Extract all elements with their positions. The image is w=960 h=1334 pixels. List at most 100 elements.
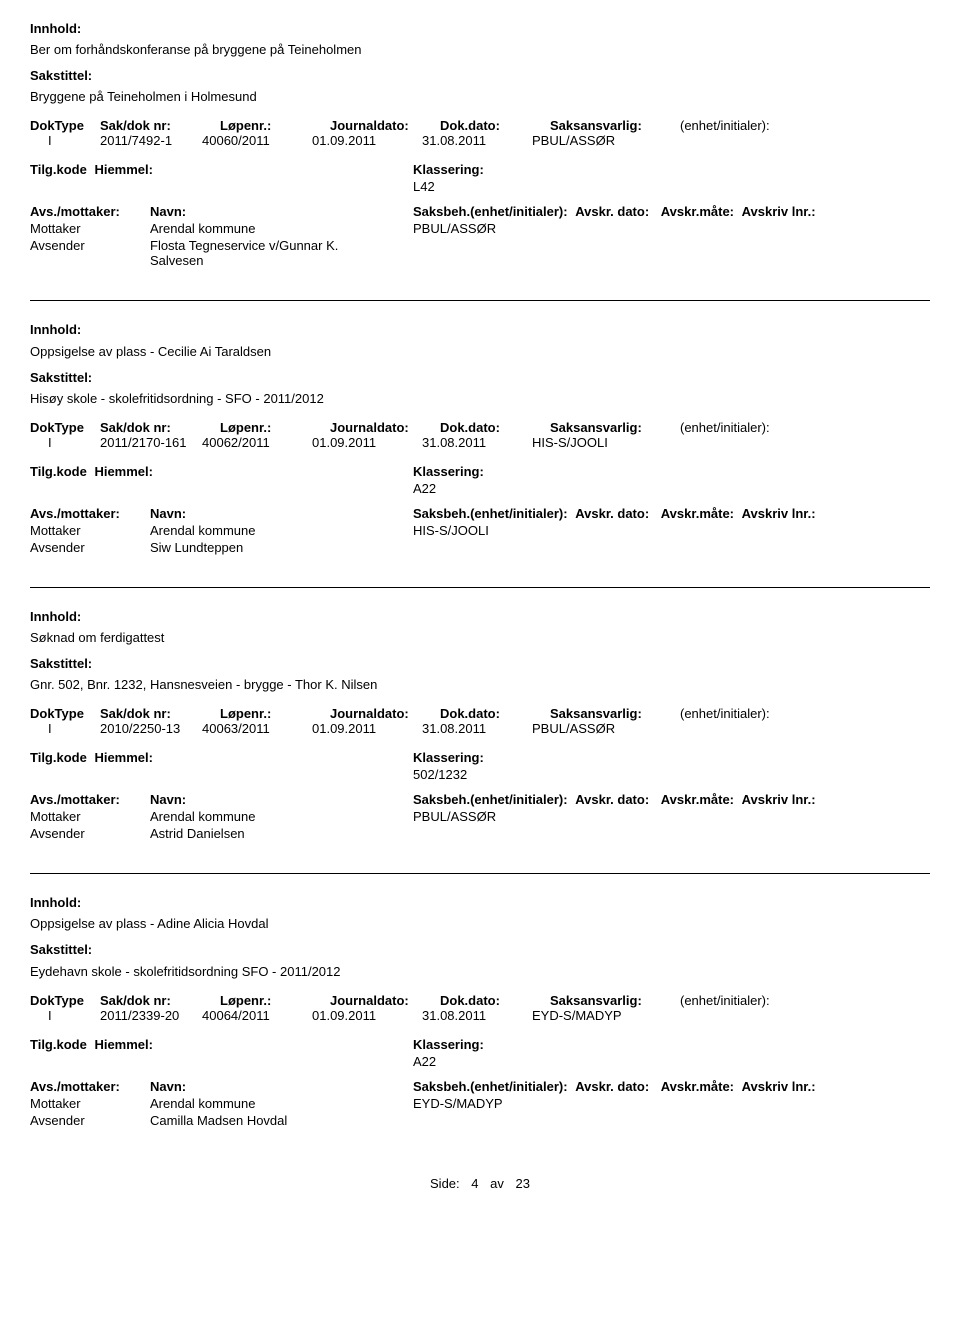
innhold-label: Innhold:	[30, 321, 930, 339]
page-current: 4	[471, 1176, 478, 1191]
tilg-row: Tilg.kode Hiemmel: Klassering: A22	[30, 1037, 930, 1069]
doktype-label: DokType	[30, 706, 100, 721]
avs-header: Avs./mottaker: Navn: Saksbeh.(enhet/init…	[30, 506, 930, 521]
saksansvarlig-value: EYD-S/MADYP	[532, 1008, 662, 1023]
navn-label: Navn:	[150, 1079, 413, 1094]
page-footer: Side: 4 av 23	[30, 1176, 930, 1191]
avsender-row: Avsender Camilla Madsen Hovdal	[30, 1113, 930, 1128]
avsender-label: Avsender	[30, 238, 150, 268]
klassering-label: Klassering:	[413, 750, 484, 765]
journaldato-label: Journaldato:	[330, 420, 440, 435]
avsender-row: Avsender Astrid Danielsen	[30, 826, 930, 841]
sakstittel-label: Sakstittel:	[30, 941, 930, 959]
saksbeh-label: Saksbeh.(enhet/initialer):	[413, 506, 568, 521]
avsender-name: Flosta Tegneservice v/Gunnar K. Salvesen	[150, 238, 380, 268]
mottaker-name: Arendal kommune	[150, 809, 413, 824]
saksansvarlig-label: Saksansvarlig:	[550, 118, 680, 133]
mottaker-label: Mottaker	[30, 221, 150, 236]
saksbeh-value: HIS-S/JOOLI	[413, 523, 489, 538]
doktype-value: I	[30, 721, 100, 736]
hjemmel-label: Hiemmel:	[94, 1037, 153, 1052]
dokdato-value: 31.08.2011	[422, 1008, 532, 1023]
tilg-row: Tilg.kode Hiemmel: Klassering: 502/1232	[30, 750, 930, 782]
avskrdato-label: Avskr. dato:	[575, 792, 649, 807]
doktype-value: I	[30, 435, 100, 450]
mottaker-label: Mottaker	[30, 523, 150, 538]
sakdoknr-value: 2011/7492-1	[100, 133, 202, 148]
meta-values: I 2011/2339-20 40064/2011 01.09.2011 31.…	[30, 1008, 930, 1023]
meta-values: I 2010/2250-13 40063/2011 01.09.2011 31.…	[30, 721, 930, 736]
lopenr-label: Løpenr.:	[220, 420, 330, 435]
lopenr-label: Løpenr.:	[220, 706, 330, 721]
doktype-label: DokType	[30, 118, 100, 133]
saksbeh-label: Saksbeh.(enhet/initialer):	[413, 1079, 568, 1094]
meta-values: I 2011/2170-161 40062/2011 01.09.2011 31…	[30, 435, 930, 450]
innhold-label: Innhold:	[30, 894, 930, 912]
avsender-name: Astrid Danielsen	[150, 826, 413, 841]
saksbeh-label: Saksbeh.(enhet/initialer):	[413, 204, 568, 219]
doktype-label: DokType	[30, 420, 100, 435]
meta-values: I 2011/7492-1 40060/2011 01.09.2011 31.0…	[30, 133, 930, 148]
side-label: Side:	[430, 1176, 460, 1191]
navn-label: Navn:	[150, 792, 413, 807]
page-total: 23	[516, 1176, 530, 1191]
journaldato-label: Journaldato:	[330, 118, 440, 133]
page-av: av	[490, 1176, 504, 1191]
tilg-row: Tilg.kode Hiemmel: Klassering: A22	[30, 464, 930, 496]
klassering-label: Klassering:	[413, 162, 484, 177]
saksbeh-value: EYD-S/MADYP	[413, 1096, 503, 1111]
sakdoknr-value: 2011/2170-161	[100, 435, 202, 450]
journal-record: Innhold: Oppsigelse av plass - Adine Ali…	[30, 894, 930, 1135]
dokdato-value: 31.08.2011	[422, 133, 532, 148]
mottaker-label: Mottaker	[30, 809, 150, 824]
tilgkode-label: Tilg.kode	[30, 464, 87, 479]
avsmottaker-label: Avs./mottaker:	[30, 506, 150, 521]
saksbeh-value: PBUL/ASSØR	[413, 221, 496, 236]
enhet-label: (enhet/initialer):	[680, 993, 830, 1008]
klassering-value: 502/1232	[413, 767, 484, 782]
meta-header: DokType Sak/dok nr: Løpenr.: Journaldato…	[30, 118, 930, 133]
dokdato-label: Dok.dato:	[440, 993, 550, 1008]
sakdoknr-label: Sak/dok nr:	[100, 420, 220, 435]
dokdato-label: Dok.dato:	[440, 420, 550, 435]
avsender-label: Avsender	[30, 540, 150, 555]
journaldato-value: 01.09.2011	[312, 721, 422, 736]
innhold-label: Innhold:	[30, 20, 930, 38]
mottaker-name: Arendal kommune	[150, 1096, 413, 1111]
klassering-value: A22	[413, 481, 484, 496]
sakstittel-text: Eydehavn skole - skolefritidsordning SFO…	[30, 964, 930, 979]
mottaker-label: Mottaker	[30, 1096, 150, 1111]
enhet-label: (enhet/initialer):	[680, 118, 830, 133]
innhold-label: Innhold:	[30, 608, 930, 626]
navn-label: Navn:	[150, 506, 413, 521]
sakdoknr-value: 2010/2250-13	[100, 721, 202, 736]
doktype-value: I	[30, 1008, 100, 1023]
sakstittel-label: Sakstittel:	[30, 369, 930, 387]
journal-record: Innhold: Søknad om ferdigattest Sakstitt…	[30, 608, 930, 849]
innhold-text: Ber om forhåndskonferanse på bryggene på…	[30, 42, 930, 57]
record-separator	[30, 873, 930, 874]
hjemmel-label: Hiemmel:	[94, 162, 153, 177]
avsender-name: Camilla Madsen Hovdal	[150, 1113, 413, 1128]
klassering-value: L42	[413, 179, 484, 194]
meta-header: DokType Sak/dok nr: Løpenr.: Journaldato…	[30, 706, 930, 721]
klassering-value: A22	[413, 1054, 484, 1069]
lopenr-value: 40062/2011	[202, 435, 312, 450]
dokdato-label: Dok.dato:	[440, 118, 550, 133]
doktype-value: I	[30, 133, 100, 148]
innhold-text: Oppsigelse av plass - Adine Alicia Hovda…	[30, 916, 930, 931]
avskrmate-label: Avskr.måte:	[661, 204, 734, 219]
innhold-text: Oppsigelse av plass - Cecilie Ai Taralds…	[30, 344, 930, 359]
dokdato-label: Dok.dato:	[440, 706, 550, 721]
avsender-row: Avsender Flosta Tegneservice v/Gunnar K.…	[30, 238, 930, 268]
mottaker-name: Arendal kommune	[150, 221, 413, 236]
avskrdato-label: Avskr. dato:	[575, 204, 649, 219]
journaldato-label: Journaldato:	[330, 706, 440, 721]
klassering-label: Klassering:	[413, 464, 484, 479]
journal-record: Innhold: Oppsigelse av plass - Cecilie A…	[30, 321, 930, 562]
tilgkode-label: Tilg.kode	[30, 162, 87, 177]
meta-header: DokType Sak/dok nr: Løpenr.: Journaldato…	[30, 993, 930, 1008]
lopenr-value: 40064/2011	[202, 1008, 312, 1023]
innhold-text: Søknad om ferdigattest	[30, 630, 930, 645]
saksbeh-label: Saksbeh.(enhet/initialer):	[413, 792, 568, 807]
